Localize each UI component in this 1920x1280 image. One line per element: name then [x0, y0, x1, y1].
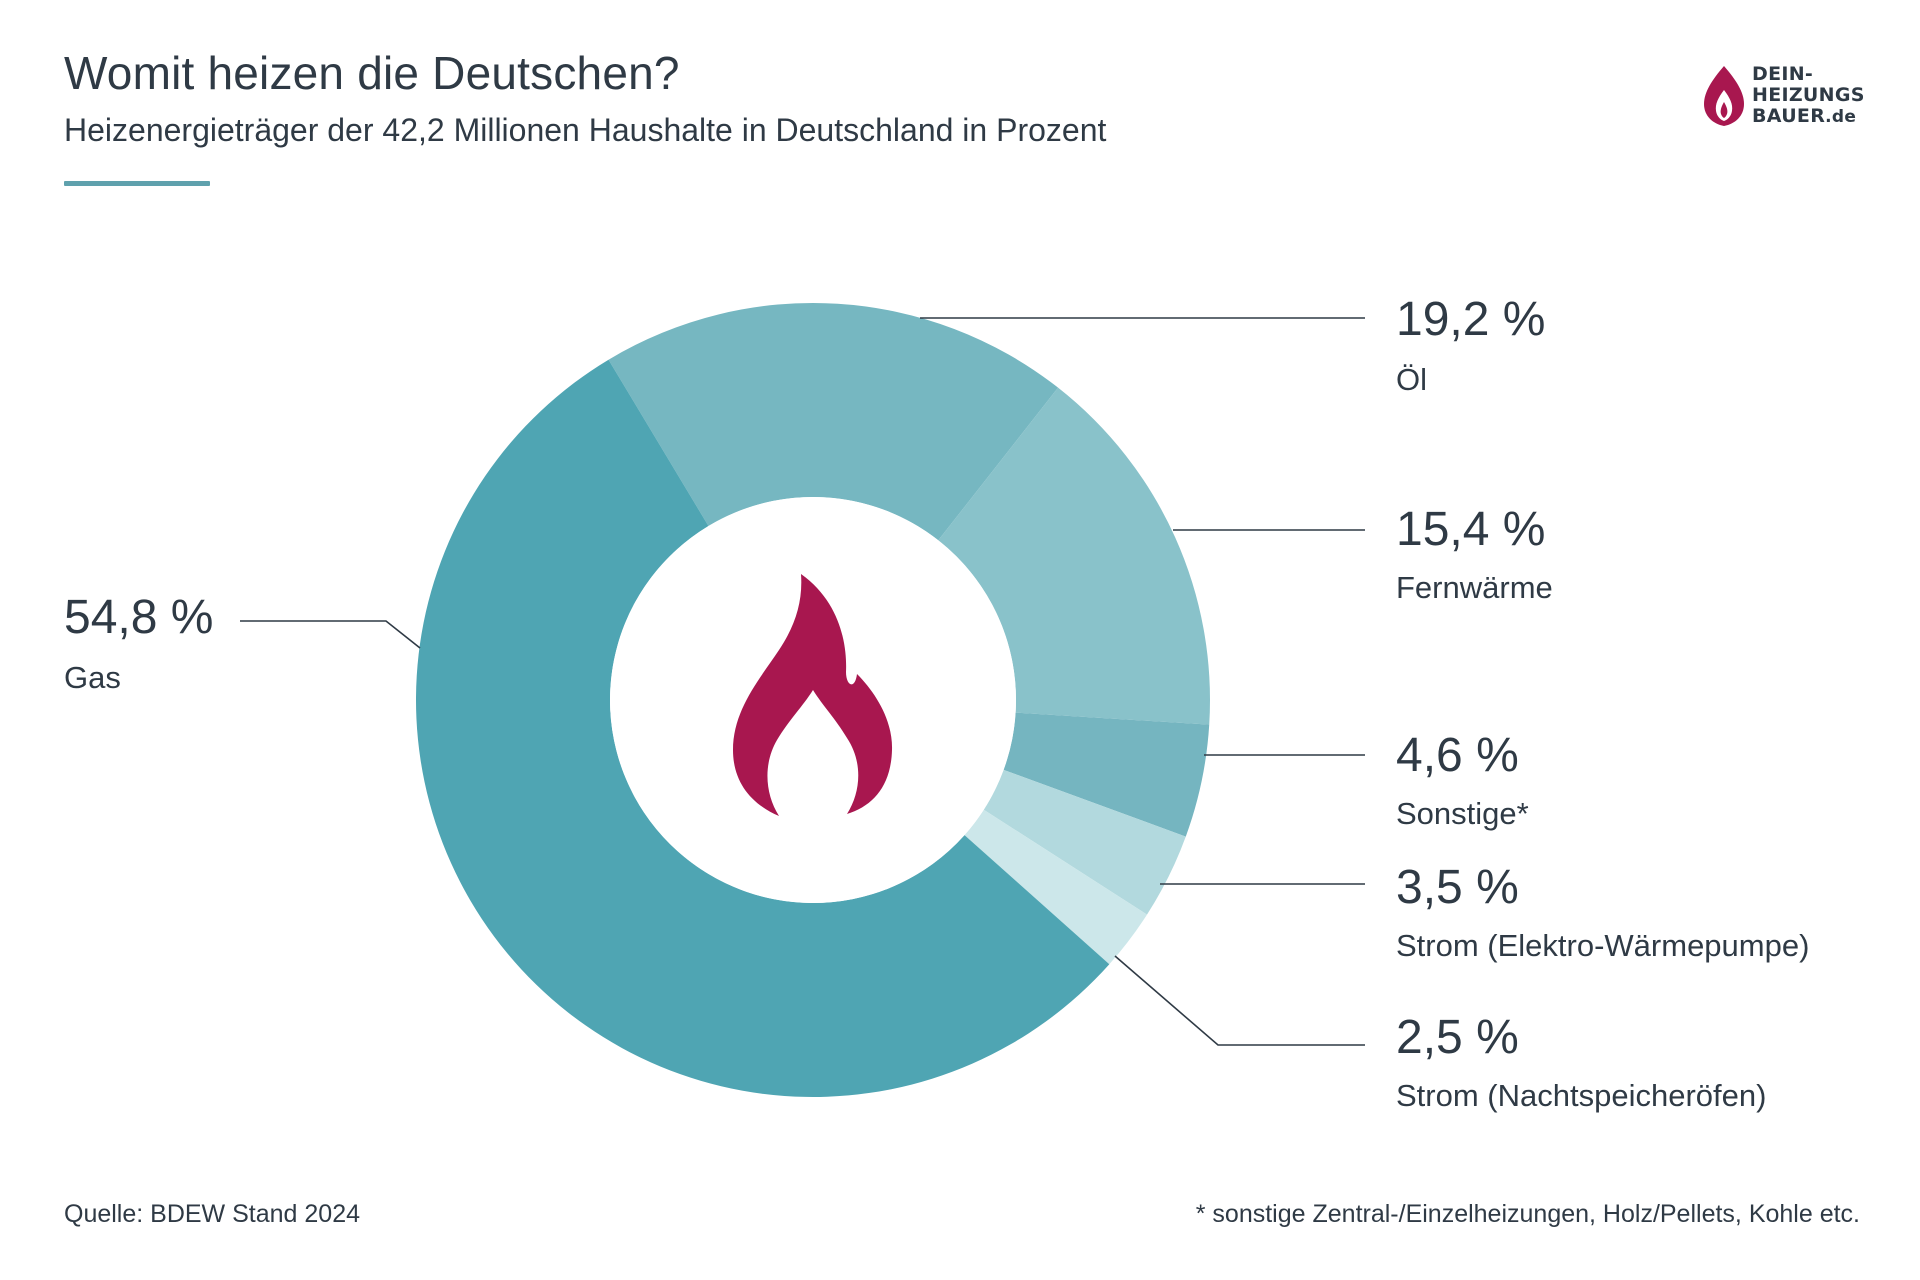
leader-lines	[240, 317, 1365, 1046]
name-label-waermepumpe: Strom (Elektro-Wärmepumpe)	[1396, 928, 1810, 963]
logo-brand: BAUER	[1752, 105, 1826, 127]
value-label-waermepumpe: 3,5 %	[1396, 861, 1519, 914]
drop-flame-icon	[1704, 66, 1744, 126]
chart-title: Womit heizen die Deutschen?	[64, 47, 680, 99]
donut-chart	[240, 303, 1365, 1098]
flame-icon	[733, 574, 893, 816]
donut-slice-2	[938, 387, 1210, 725]
donut-slice-5	[964, 809, 1148, 965]
source-note: Quelle: BDEW Stand 2024	[64, 1200, 360, 1228]
donut-hole	[610, 497, 1016, 903]
name-label-nachtspeicher: Strom (Nachtspeicheröfen)	[1396, 1078, 1767, 1113]
value-label-nachtspeicher: 2,5 %	[1396, 1011, 1519, 1064]
accent-rule	[64, 181, 210, 186]
logo-line-2: HEIZUNGS	[1752, 84, 1865, 106]
name-label-fernwaerme: Fernwärme	[1396, 570, 1553, 605]
logo-tld: .de	[1825, 107, 1857, 127]
donut-slices	[415, 303, 1210, 1098]
chart-subtitle: Heizenergieträger der 42,2 Millionen Hau…	[64, 112, 1107, 148]
donut-slice-3	[1003, 712, 1210, 837]
logo-line-1: DEIN-	[1752, 63, 1814, 85]
donut-slice-1	[608, 303, 1059, 541]
value-label-sonstige: 4,6 %	[1396, 729, 1519, 782]
footnote: * sonstige Zentral-/Einzelheizungen, Hol…	[1195, 1200, 1860, 1228]
donut-slice-0	[415, 359, 1110, 1098]
name-label-sonstige: Sonstige*	[1396, 796, 1529, 831]
logo-wordmark: DEIN- HEIZUNGS BAUER.de	[1752, 64, 1865, 128]
logo-line-3: BAUER.de	[1752, 106, 1865, 128]
value-label-gas: 54,8 %	[64, 591, 214, 644]
donut-slice-4	[983, 769, 1186, 915]
brand-logo[interactable]: DEIN- HEIZUNGS BAUER.de	[1702, 60, 1872, 136]
leader-line-0	[240, 620, 421, 649]
name-label-gas: Gas	[64, 660, 121, 695]
name-label-oel: Öl	[1396, 362, 1427, 397]
value-label-fernwaerme: 15,4 %	[1396, 503, 1546, 556]
value-label-oel: 19,2 %	[1396, 293, 1546, 346]
leader-line-5	[1114, 955, 1365, 1046]
